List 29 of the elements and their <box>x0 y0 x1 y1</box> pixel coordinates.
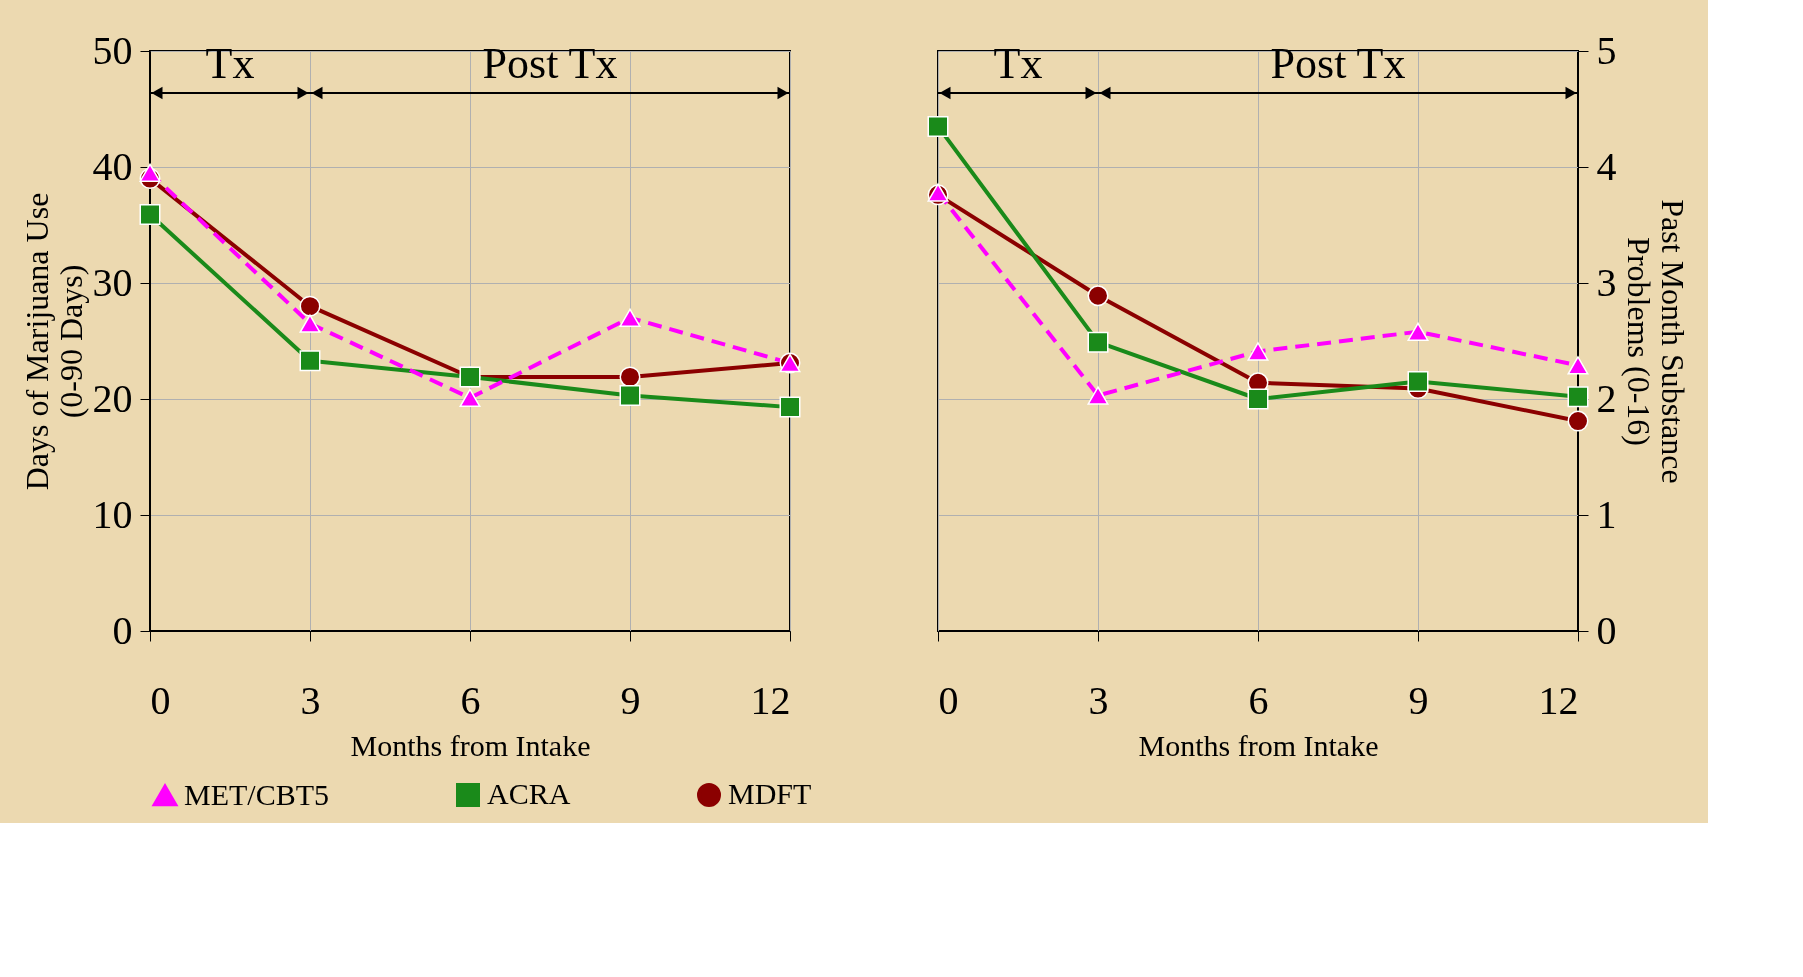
y-tick-label: 0 <box>1596 607 1617 653</box>
x-tick-label: 9 <box>1408 677 1429 723</box>
y-tick-label: 10 <box>92 491 133 537</box>
legend-label: ACRA <box>487 777 571 810</box>
y-tick-label: 0 <box>112 607 133 653</box>
y-tick-label: 40 <box>92 143 133 189</box>
y-axis-title: Days of Marijuana Use (0-90 Days) <box>18 192 89 491</box>
x-tick-label: 6 <box>1248 677 1269 723</box>
x-tick-label: 12 <box>1538 677 1579 723</box>
x-tick-label: 3 <box>300 677 321 723</box>
x-tick-label: 0 <box>938 677 959 723</box>
y-tick-label: 3 <box>1596 259 1617 305</box>
y-tick-label: 30 <box>92 259 133 305</box>
x-tick-label: 12 <box>750 677 791 723</box>
y-tick-label: 1 <box>1596 491 1617 537</box>
x-tick-label: 0 <box>150 677 171 723</box>
x-tick-label: 6 <box>460 677 481 723</box>
y-tick-label: 4 <box>1596 143 1617 189</box>
legend-label: MDFT <box>728 777 812 810</box>
x-axis-title: Months from Intake <box>1138 728 1379 762</box>
x-tick-label: 3 <box>1088 677 1109 723</box>
y-tick-label: 50 <box>92 27 133 73</box>
y-tick-label: 5 <box>1596 27 1617 73</box>
x-axis-title: Months from Intake <box>350 728 591 762</box>
legend-label: MET/CBT5 <box>184 777 330 811</box>
y-axis-title: Past Month Substance Problems (0-16) <box>1620 199 1691 484</box>
y-tick-label: 2 <box>1596 375 1617 421</box>
x-tick-label: 9 <box>620 677 641 723</box>
y-tick-label: 20 <box>92 375 133 421</box>
